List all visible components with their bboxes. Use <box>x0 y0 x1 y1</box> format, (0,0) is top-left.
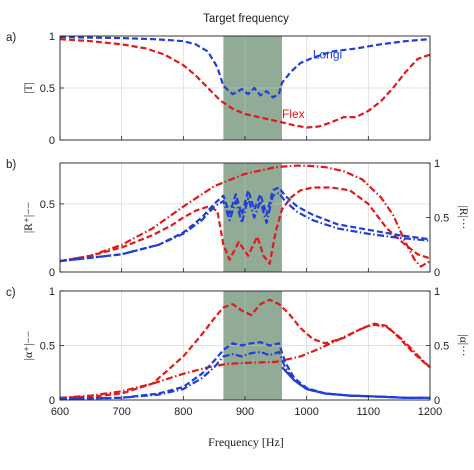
right-y-tick-label: 1 <box>434 286 440 298</box>
target-frequency-label: Target frequency <box>203 13 289 25</box>
x-tick-label: 1200 <box>418 406 442 418</box>
series-line-2 <box>59 186 431 265</box>
panel-a: 0 0.5 1 a) |T| Longi Flex <box>6 31 431 147</box>
right-y-tick-label: 0.5 <box>434 341 449 353</box>
y-tick-label: 0 <box>49 267 55 279</box>
x-tick-label: 700 <box>112 406 130 418</box>
y-tick-label: 0 <box>49 395 55 407</box>
series-line-1 <box>59 298 431 399</box>
y-tick-label: 0.5 <box>40 341 55 353</box>
series-line-2 <box>59 323 431 399</box>
series-annotation: Longi <box>313 48 342 62</box>
y-tick-label: 1 <box>49 31 55 43</box>
right-y-tick-label: 0 <box>434 267 440 279</box>
x-tick-label: 1100 <box>357 406 381 418</box>
panel-b: 0 0.5 0 0.5 1 |R|··· b) |R⁺|−− <box>6 158 469 279</box>
x-tick-label: 1000 <box>294 406 318 418</box>
target-band-overlay <box>223 36 282 140</box>
series-line-1 <box>59 35 431 99</box>
y-tick-label: 1 <box>49 286 55 298</box>
y-axis-label: |T| <box>23 82 35 94</box>
x-axis-label: Frequency [Hz] <box>208 435 284 449</box>
target-band-overlay <box>223 291 282 400</box>
panel-label: c) <box>6 287 16 299</box>
panel-c: 0 0.5 1 0 0.5 1 |α|··· 600 700 800 900 1000 1100 1200… <box>6 286 469 418</box>
series-annotation: Flex <box>282 107 305 121</box>
x-tick-label: 800 <box>174 406 192 418</box>
y-tick-label: 0.5 <box>40 83 55 95</box>
series-line-2 <box>59 38 431 129</box>
panel-label: b) <box>6 159 16 171</box>
y-tick-label: 0.5 <box>40 199 55 211</box>
series-line-1 <box>59 164 431 268</box>
right-y-axis-label: |R|··· <box>457 206 469 230</box>
series-line-5 <box>281 366 430 399</box>
right-y-tick-label: 0 <box>434 395 440 407</box>
x-tick-label: 900 <box>236 406 254 418</box>
series-line-4 <box>59 186 431 263</box>
series-line-3 <box>59 191 431 263</box>
y-axis-label: |α⁺|−− <box>23 331 35 361</box>
x-tick-label: 600 <box>51 406 69 418</box>
right-y-tick-label: 1 <box>434 158 440 170</box>
panel-label: a) <box>6 32 16 44</box>
right-y-tick-label: 0.5 <box>434 213 449 225</box>
y-axis-label: |R⁺|−− <box>23 202 35 233</box>
right-y-axis-label: |α|··· <box>457 334 469 356</box>
y-tick-label: 0 <box>49 135 55 147</box>
